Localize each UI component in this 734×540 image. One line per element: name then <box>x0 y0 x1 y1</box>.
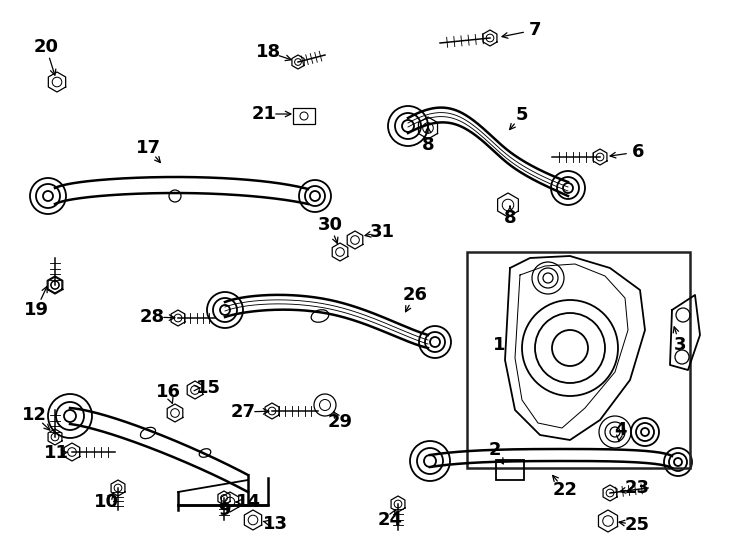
Text: 13: 13 <box>263 515 288 533</box>
Text: 22: 22 <box>553 481 578 499</box>
Text: 28: 28 <box>139 308 164 326</box>
Text: 11: 11 <box>43 444 68 462</box>
Text: 29: 29 <box>327 413 352 431</box>
Bar <box>496 460 524 480</box>
Text: 14: 14 <box>236 493 261 511</box>
Text: 30: 30 <box>318 216 343 234</box>
Text: 1: 1 <box>493 336 505 354</box>
Text: 24: 24 <box>377 511 402 529</box>
Text: 21: 21 <box>252 105 277 123</box>
Text: 16: 16 <box>156 383 181 401</box>
Text: 25: 25 <box>625 516 650 534</box>
Text: 2: 2 <box>489 441 501 459</box>
Text: 19: 19 <box>23 301 48 319</box>
Text: 27: 27 <box>230 403 255 421</box>
Text: 12: 12 <box>21 406 46 424</box>
Text: 10: 10 <box>93 493 118 511</box>
Text: 26: 26 <box>402 286 427 304</box>
Text: 23: 23 <box>625 479 650 497</box>
Text: 7: 7 <box>528 21 541 39</box>
Bar <box>293 108 315 124</box>
Text: 20: 20 <box>34 38 59 56</box>
Text: 4: 4 <box>614 421 626 439</box>
Text: 17: 17 <box>136 139 161 157</box>
Text: 5: 5 <box>516 106 528 124</box>
Text: 8: 8 <box>504 209 516 227</box>
Text: 31: 31 <box>369 223 394 241</box>
Text: 6: 6 <box>632 143 644 161</box>
Text: 3: 3 <box>674 336 686 354</box>
Bar <box>467 252 690 468</box>
Text: 9: 9 <box>218 501 230 519</box>
Text: 18: 18 <box>255 43 280 61</box>
Text: 8: 8 <box>422 136 435 154</box>
Text: 15: 15 <box>195 379 220 397</box>
